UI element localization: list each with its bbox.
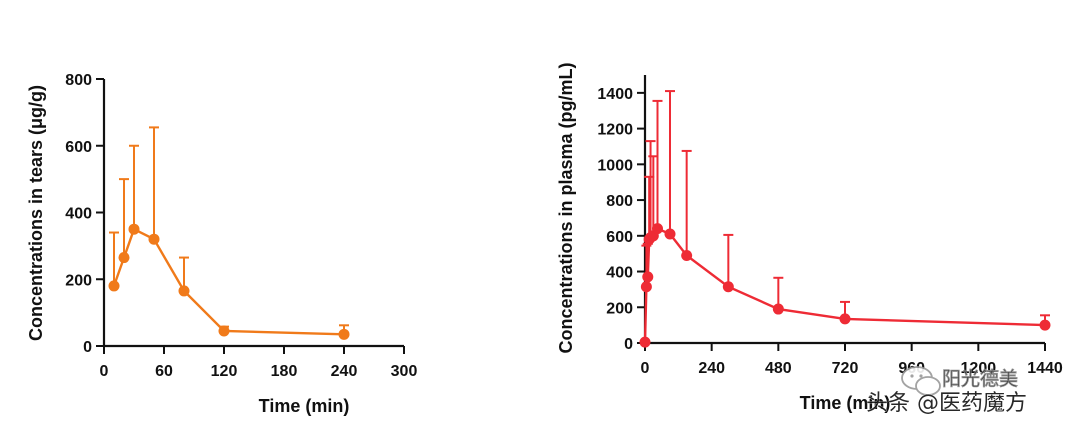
watermark-line2: 头条 @医药魔方 <box>866 391 1027 416</box>
data-point <box>338 328 350 340</box>
data-point <box>642 271 654 283</box>
x-tick-label: 1440 <box>1027 360 1063 377</box>
data-point <box>664 228 676 240</box>
x-tick-label: 60 <box>155 363 173 380</box>
y-tick-label: 200 <box>65 272 92 289</box>
data-point <box>722 281 734 293</box>
plasma-concentration-chart: 0200400600800100012001400024048072096012… <box>556 62 1063 413</box>
x-tick-label: 240 <box>698 360 725 377</box>
data-point <box>1039 319 1051 331</box>
data-point <box>148 233 160 245</box>
y-tick-label: 600 <box>606 229 633 246</box>
y-axis-label: Concentrations in tears (μg/g) <box>26 85 46 341</box>
series-line <box>112 227 345 336</box>
y-tick-label: 400 <box>65 206 92 223</box>
data-point <box>681 249 693 261</box>
data-point <box>178 285 190 297</box>
data-point <box>839 313 851 325</box>
x-tick-label: 1200 <box>961 360 997 377</box>
x-tick-label: 480 <box>765 360 792 377</box>
series-line <box>643 227 1046 343</box>
watermark: 阳光德美 头条 @医药魔方 <box>866 366 1027 416</box>
data-point <box>652 223 663 235</box>
watermark-line1: 阳光德美 <box>942 368 1018 390</box>
y-tick-label: 600 <box>65 139 92 156</box>
data-point <box>218 325 230 337</box>
y-tick-label: 200 <box>606 300 633 317</box>
data-point <box>772 303 784 315</box>
x-tick-label: 180 <box>271 363 298 380</box>
wechat-icon <box>901 366 941 396</box>
x-tick-label: 0 <box>641 360 650 377</box>
y-tick-label: 400 <box>606 265 633 282</box>
x-axis-label: Time (min) <box>800 393 891 413</box>
x-tick-label: 120 <box>211 363 238 380</box>
data-point <box>640 281 652 293</box>
y-tick-label: 0 <box>83 339 92 356</box>
y-tick-label: 800 <box>606 193 633 210</box>
data-point <box>128 223 140 235</box>
x-tick-label: 300 <box>391 363 418 380</box>
y-tick-label: 0 <box>624 336 633 353</box>
y-tick-label: 1000 <box>597 157 633 174</box>
y-tick-label: 1400 <box>597 86 633 103</box>
x-tick-label: 240 <box>331 363 358 380</box>
x-tick-label: 0 <box>100 363 109 380</box>
y-tick-label: 800 <box>65 72 92 89</box>
y-tick-label: 1200 <box>597 122 633 139</box>
data-point <box>639 336 651 348</box>
data-point <box>108 280 120 292</box>
y-axis-label: Concentrations in plasma (pg/mL) <box>556 62 576 353</box>
x-tick-label: 720 <box>832 360 859 377</box>
data-point <box>118 252 130 264</box>
x-axis-label: Time (min) <box>259 396 350 416</box>
